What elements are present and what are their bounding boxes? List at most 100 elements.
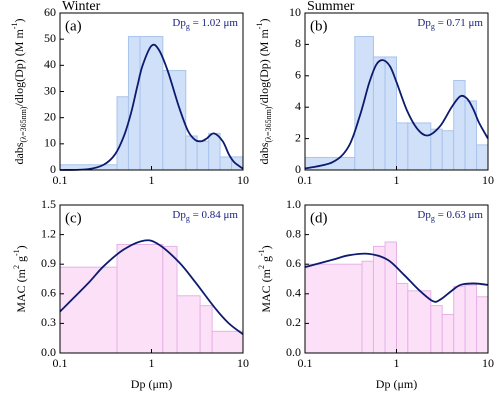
y-tick-label: 1.2 (41, 226, 56, 240)
bar (176, 295, 201, 354)
text-part: MAC (m (14, 268, 28, 312)
panel-label: (c) (65, 210, 82, 226)
y-tick-label: 0.0 (286, 345, 301, 359)
y-axis-label: MAC (m2 g-1) (12, 245, 27, 312)
bar (372, 56, 386, 171)
bar (453, 80, 466, 171)
text-part: (λ=365nm) (19, 106, 28, 142)
y-axis-label: MAC (m2 g-1) (257, 245, 272, 312)
bar (441, 314, 455, 354)
x-tick-label: 1 (149, 173, 155, 187)
y-tick-label: 40 (44, 57, 56, 71)
bar (430, 128, 443, 171)
y-tick-label: 0.6 (286, 256, 301, 270)
text-part: 2 (257, 265, 266, 269)
bar (396, 282, 409, 354)
text-part: g (14, 256, 28, 265)
bar (476, 296, 489, 354)
y-tick-label: 20 (44, 109, 56, 123)
x-axis-label: Dp (μm) (131, 377, 172, 391)
bar (162, 245, 178, 354)
y-tick-label: 10 (44, 136, 56, 150)
x-tick-label: 0.1 (53, 173, 68, 187)
bar (304, 263, 363, 354)
bar (211, 330, 244, 354)
bar (139, 36, 164, 171)
x-tick-label: 1 (149, 356, 155, 370)
text-part: g (431, 214, 435, 223)
y-tick-label: 10 (289, 5, 301, 19)
text-part: ) (257, 19, 271, 23)
y-tick-label: 1.5 (41, 197, 56, 211)
text-part: MAC (m (259, 268, 273, 312)
panel-label: (a) (65, 18, 82, 34)
bar (196, 140, 210, 171)
y-tick-label: 6 (295, 68, 301, 82)
bar (199, 305, 213, 354)
annotation: Dpg = 0.71 μm (417, 17, 483, 32)
y-axis-label: dabs(λ=365nm)/dlog(Dp) (M m-1) (255, 19, 273, 165)
x-tick-label: 10 (482, 356, 494, 370)
y-tick-label: 4 (295, 99, 301, 113)
y-tick-label: 1.0 (286, 197, 301, 211)
bar (116, 243, 164, 354)
text-part: = 0.63 μm (435, 209, 484, 221)
panel-title: Summer (307, 0, 355, 14)
y-tick-label: 0.3 (41, 315, 56, 329)
text-part: (λ=365nm) (264, 106, 273, 142)
text-part: Dp (172, 209, 186, 221)
x-tick-label: 0.1 (53, 356, 68, 370)
bar (116, 96, 129, 171)
text-part: g (186, 214, 190, 223)
text-part: Dp (172, 17, 186, 29)
fit-line (304, 252, 489, 303)
x-tick-label: 1 (394, 356, 400, 370)
y-tick-label: 0.4 (286, 286, 301, 300)
text-part: -1 (10, 23, 19, 30)
text-part: -1 (12, 249, 21, 256)
bar (361, 260, 374, 354)
panel-label: (b) (310, 18, 328, 34)
bar (476, 144, 489, 171)
bar (384, 56, 398, 171)
bar (208, 132, 221, 171)
text-part: g (186, 22, 190, 31)
x-axis-label: Dp (μm) (376, 377, 417, 391)
y-tick-label: 50 (44, 31, 56, 45)
bar (441, 130, 455, 171)
y-tick-label: 0.8 (286, 226, 301, 240)
text-part: Dp (417, 209, 431, 221)
text-part: Dp (417, 17, 431, 29)
x-tick-label: 10 (237, 173, 249, 187)
fit-line (304, 59, 489, 170)
text-part: -1 (257, 249, 266, 256)
bar (219, 156, 233, 171)
panel-title: Winter (62, 0, 101, 14)
y-tick-label: 0.9 (41, 256, 56, 270)
y-tick-label: 0.6 (41, 286, 56, 300)
text-part: /dlog(Dp) (M m (257, 29, 271, 107)
text-part: = 1.02 μm (190, 17, 239, 29)
bar (464, 284, 478, 354)
text-part: = 0.84 μm (190, 209, 239, 221)
x-tick-label: 0.1 (298, 173, 313, 187)
bar (430, 305, 443, 354)
text-part: /dlog(Dp) (M m (12, 29, 26, 107)
text-part: = 0.71 μm (435, 17, 484, 29)
x-tick-label: 1 (394, 173, 400, 187)
x-tick-label: 10 (482, 173, 494, 187)
y-axis-label: dabs(λ=365nm)/dlog(Dp) (M m-1) (10, 19, 28, 165)
fit-line (59, 239, 244, 335)
text-part: dabs (12, 142, 26, 164)
text-part: g (259, 256, 273, 265)
annotation: Dpg = 0.84 μm (172, 209, 238, 224)
bar (396, 122, 409, 171)
text-part: g (431, 22, 435, 31)
x-tick-label: 10 (237, 356, 249, 370)
text-part: -1 (255, 23, 264, 30)
x-tick-label: 0.1 (298, 356, 313, 370)
text-part: dabs (257, 142, 271, 164)
text-part: ) (12, 19, 26, 23)
y-tick-label: 60 (44, 5, 56, 19)
y-tick-label: 0.0 (41, 345, 56, 359)
